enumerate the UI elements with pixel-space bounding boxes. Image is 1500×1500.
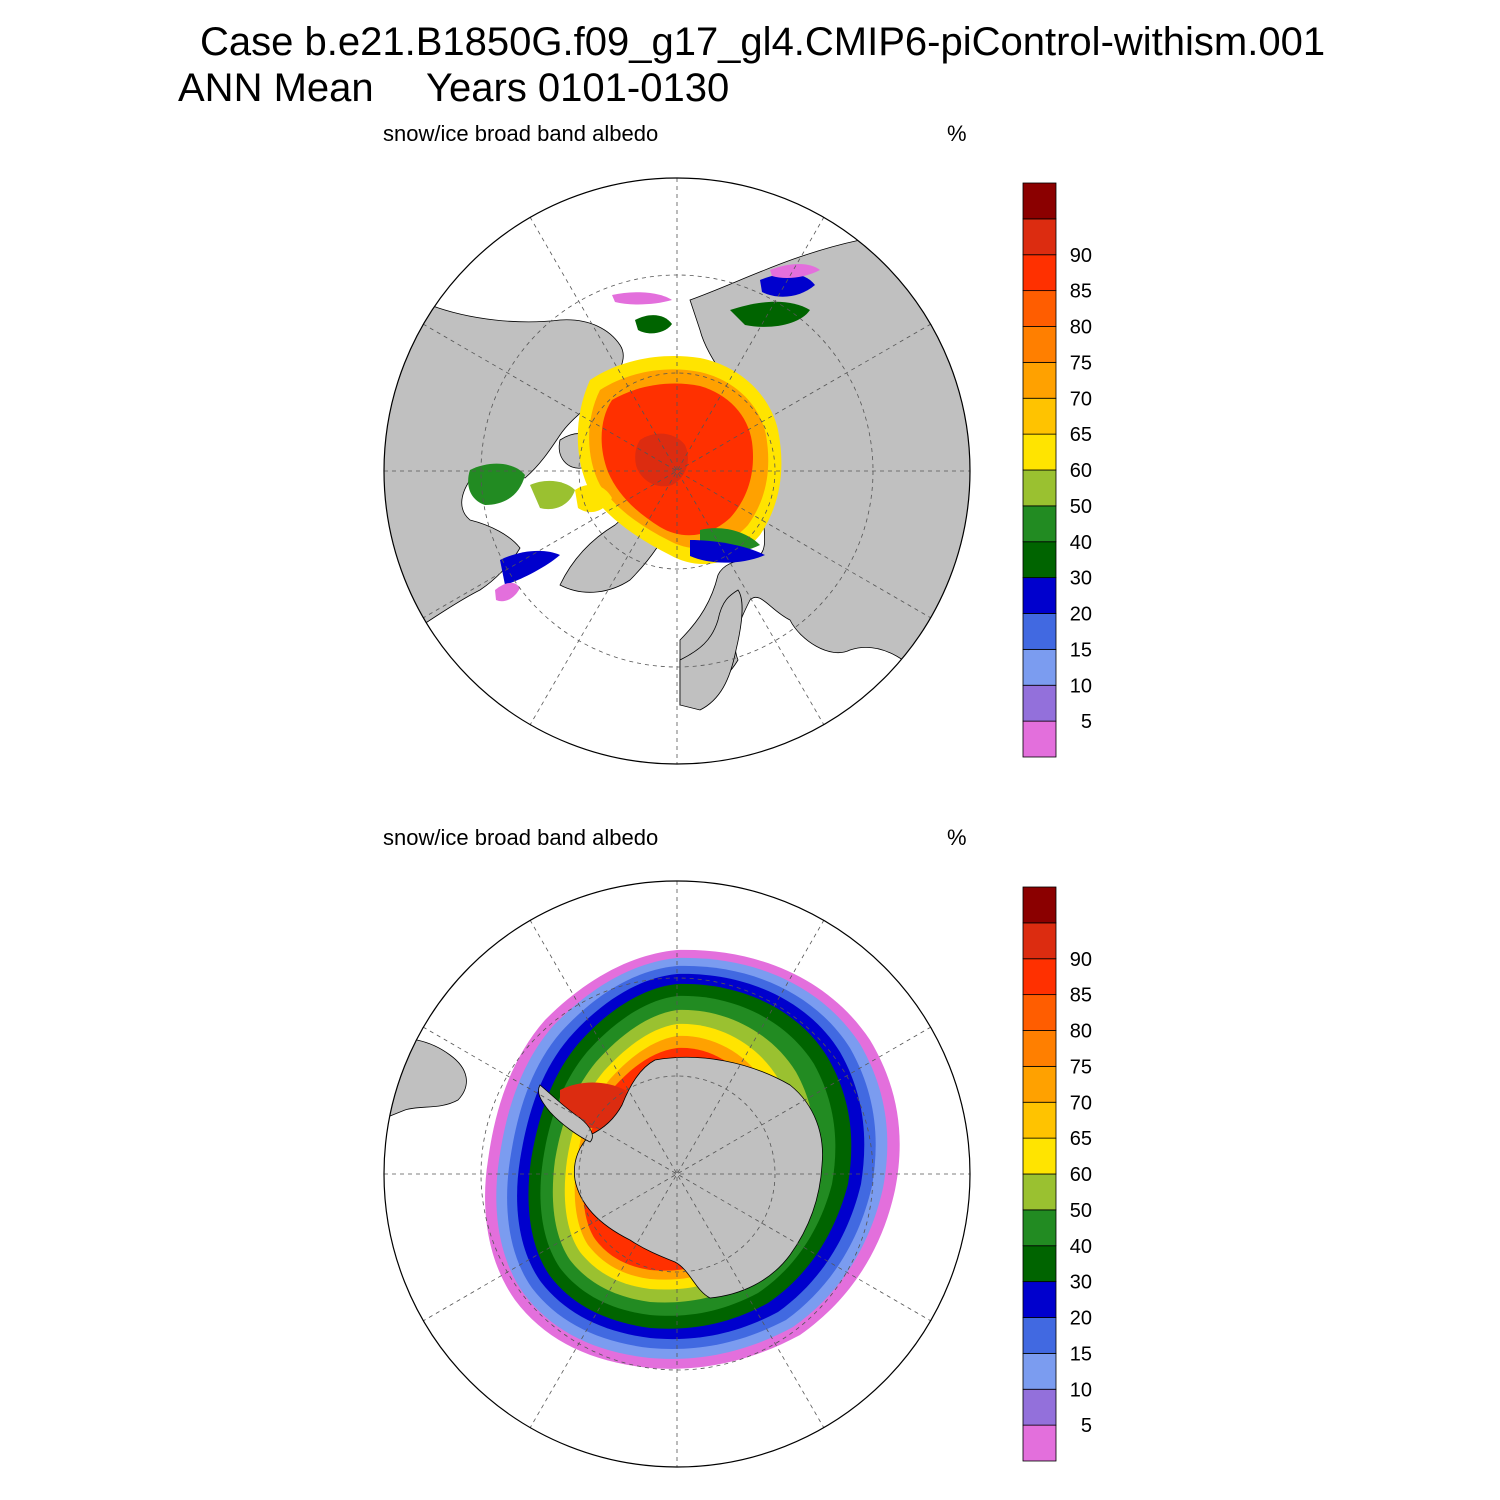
nh-colorbar-swatch — [1022, 326, 1057, 363]
nh-colorbar-tick-label: 10 — [1070, 675, 1092, 697]
sh-colorbar-swatch — [1022, 1065, 1057, 1103]
sh-colorbar-tick-label: 50 — [1070, 1200, 1092, 1222]
sh-colorbar-tick-label: 5 — [1081, 1415, 1092, 1437]
nh-colorbar-swatch — [1022, 433, 1057, 471]
nh-land-scandinavia — [679, 589, 743, 711]
nh-colorbar-tick-label: 30 — [1070, 568, 1092, 590]
sh-colorbar-swatch — [1022, 1030, 1057, 1067]
nh-colorbar-swatch — [1022, 290, 1057, 327]
sh-colorbar-swatch — [1022, 994, 1057, 1031]
sh-land-antarctic-peninsula — [538, 1084, 593, 1143]
sh-colorbar-swatch — [1022, 922, 1057, 960]
sh-colorbar-tick-label: 90 — [1070, 949, 1092, 971]
sh-colorbar-swatch — [1022, 1101, 1057, 1139]
nh-colorbar-swatch — [1022, 613, 1057, 650]
sh-colorbar-tick-label: 85 — [1070, 985, 1092, 1007]
season-label: ANN Mean — [178, 66, 374, 110]
sh-polar-map: 5 10 15 20 30 40 50 60 65 70 75 80 85 90 — [383, 880, 1092, 1468]
nh-colorbar-tick-label: 90 — [1070, 245, 1092, 267]
sh-colorbar-swatch — [1022, 1317, 1057, 1354]
nh-colorbar-swatch — [1022, 254, 1057, 292]
nh-colorbar-tick-label: 85 — [1070, 281, 1092, 303]
sh-colorbar-tick-label: 70 — [1070, 1092, 1092, 1114]
nh-graticule — [384, 178, 970, 764]
sh-colorbar-swatch — [1022, 958, 1057, 996]
case-title: Case b.e21.B1850G.f09_g17_gl4.CMIP6-piCo… — [200, 20, 1326, 64]
sh-colorbar-swatch — [1022, 1245, 1057, 1283]
sh-map-border — [383, 880, 971, 1468]
sh-colorbar-swatch — [1022, 1209, 1057, 1247]
sh-colorbar-tick-label: 60 — [1070, 1164, 1092, 1186]
nh-colorbar-tick-label: 70 — [1070, 388, 1092, 410]
sh-colorbar-tick-label: 10 — [1070, 1379, 1092, 1401]
sh-colorbar-tick-label: 65 — [1070, 1128, 1092, 1150]
nh-colorbar-swatch — [1022, 720, 1057, 758]
sh-colorbar-swatch — [1022, 1352, 1057, 1390]
nh-sea-ice — [468, 264, 820, 602]
nh-colorbar-swatch — [1022, 218, 1057, 256]
nh-units-label: % — [947, 121, 967, 146]
nh-colorbar-swatch — [1022, 397, 1057, 435]
sh-colorbar-swatch — [1022, 1173, 1057, 1211]
sh-variable-label: snow/ice broad band albedo — [383, 825, 659, 850]
sh-graticule — [384, 881, 970, 1467]
nh-colorbar-swatch — [1022, 648, 1057, 686]
nh-colorbar-swatch — [1022, 684, 1057, 722]
nh-colorbar-swatch — [1022, 361, 1057, 399]
sh-colorbar-tick-label: 40 — [1070, 1236, 1092, 1258]
nh-polar-map: 5 10 15 20 30 40 50 60 65 70 75 80 85 90 — [383, 177, 1092, 765]
nh-colorbar-tick-label: 60 — [1070, 460, 1092, 482]
nh-map-border — [383, 177, 971, 765]
sh-units-label: % — [947, 825, 967, 850]
sh-colorbar-tick-label: 15 — [1070, 1343, 1092, 1365]
nh-colorbar-tick-label: 40 — [1070, 532, 1092, 554]
nh-land-and-ice — [384, 239, 970, 711]
nh-variable-label: snow/ice broad band albedo — [383, 121, 659, 146]
nh-colorbar-tick-label: 20 — [1070, 604, 1092, 626]
sh-colorbar-swatch — [1022, 1424, 1057, 1462]
sh-colorbar-tick-label: 80 — [1070, 1021, 1092, 1043]
nh-colorbar-tick-label: 80 — [1070, 317, 1092, 339]
years-label: Years 0101-0130 — [426, 66, 730, 110]
nh-colorbar-swatch — [1022, 577, 1057, 614]
sh-colorbar-tick-label: 30 — [1070, 1272, 1092, 1294]
sh-colorbar-swatch — [1022, 1388, 1057, 1426]
nh-colorbar-tick-label: 50 — [1070, 496, 1092, 518]
nh-colorbar-swatch — [1022, 469, 1057, 507]
sh-colorbar-swatch — [1022, 1137, 1057, 1175]
nh-colorbar-swatch — [1022, 505, 1057, 543]
nh-colorbar: 5 10 15 20 30 40 50 60 65 70 75 80 85 90 — [1022, 182, 1092, 758]
sh-colorbar-tick-label: 20 — [1070, 1308, 1092, 1330]
nh-colorbar-tick-label: 15 — [1070, 639, 1092, 661]
nh-colorbar-tick-label: 65 — [1070, 424, 1092, 446]
sh-colorbar-swatch — [1022, 1281, 1057, 1318]
nh-colorbar-tick-label: 5 — [1081, 711, 1092, 733]
nh-colorbar-tick-label: 75 — [1070, 352, 1092, 374]
nh-colorbar-swatch — [1022, 182, 1057, 220]
sh-colorbar-tick-label: 75 — [1070, 1056, 1092, 1078]
sh-colorbar-swatch — [1022, 886, 1057, 924]
nh-colorbar-swatch — [1022, 541, 1057, 579]
sh-colorbar: 5 10 15 20 30 40 50 60 65 70 75 80 85 90 — [1022, 886, 1092, 1462]
